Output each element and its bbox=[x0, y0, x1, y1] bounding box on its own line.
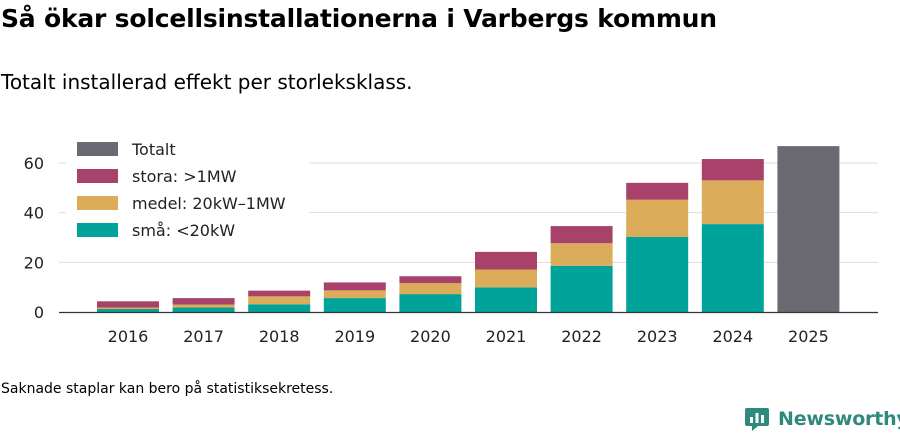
x-tick-2025: 2025 bbox=[788, 327, 829, 346]
bar-2018-små: <20kW bbox=[248, 304, 311, 312]
bar-2024-små: <20kW bbox=[701, 224, 764, 312]
bar-2019-stora: >1MW bbox=[323, 282, 386, 291]
legend: Totalt stora: >1MW medel: 20kW–1MW små: <20… bbox=[66, 136, 309, 248]
bar-2023-medel: 20kW–1MW bbox=[626, 199, 689, 238]
y-tick-60: 60 bbox=[24, 154, 44, 173]
y-axis-ticks: 0 20 40 60 bbox=[24, 154, 44, 322]
bar-2016-medel: 20kW–1MW bbox=[97, 307, 159, 310]
bars bbox=[97, 146, 840, 312]
bar-2021-stora: >1MW bbox=[475, 251, 537, 270]
x-tick-2023: 2023 bbox=[637, 327, 678, 346]
y-tick-0: 0 bbox=[34, 303, 44, 322]
legend-label-0: Totalt bbox=[131, 140, 176, 159]
x-tick-2021: 2021 bbox=[486, 327, 527, 346]
chart-subtitle: Totalt installerad effekt per storlekskl… bbox=[1, 70, 413, 94]
bar-2020-medel: 20kW–1MW bbox=[399, 283, 462, 295]
x-axis-ticks: 2016 2017 2018 2019 2020 2021 2022 2023 2024 2025 bbox=[108, 327, 829, 346]
x-tick-2016: 2016 bbox=[108, 327, 149, 346]
bar-2020-små: <20kW bbox=[399, 294, 462, 312]
brand-name: Newsworthy bbox=[778, 408, 900, 430]
legend-label-3: små: <20kW bbox=[132, 221, 235, 240]
bar-2025-Totalt bbox=[777, 146, 840, 312]
legend-label-1: stora: >1MW bbox=[132, 167, 237, 186]
footnote: Saknade staplar kan bero på statistiksek… bbox=[1, 381, 334, 397]
bar-2022-medel: 20kW–1MW bbox=[550, 243, 613, 266]
x-tick-2020: 2020 bbox=[410, 327, 451, 346]
bar-2016-stora: >1MW bbox=[97, 301, 159, 308]
bar-2024-stora: >1MW bbox=[701, 159, 764, 181]
bar-2018-stora: >1MW bbox=[248, 290, 311, 297]
bar-2022-stora: >1MW bbox=[550, 226, 613, 244]
chart-title: Så ökar solcellsinstallationerna i Varbe… bbox=[1, 4, 717, 33]
bar-2021-små: <20kW bbox=[475, 287, 537, 312]
bar-2023-stora: >1MW bbox=[626, 182, 689, 200]
bar-2019-medel: 20kW–1MW bbox=[323, 290, 386, 299]
y-tick-20: 20 bbox=[24, 253, 44, 272]
x-tick-2022: 2022 bbox=[561, 327, 602, 346]
bar-2016-små: <20kW bbox=[97, 309, 159, 312]
legend-swatch-2 bbox=[77, 196, 118, 210]
x-tick-2024: 2024 bbox=[712, 327, 753, 346]
bar-2018-medel: 20kW–1MW bbox=[248, 296, 311, 305]
newsworthy-logo-icon bbox=[745, 408, 769, 431]
bar-2017-små: <20kW bbox=[172, 307, 235, 312]
legend-swatch-3 bbox=[77, 223, 118, 237]
bar-2023-små: <20kW bbox=[626, 237, 689, 312]
x-tick-2018: 2018 bbox=[259, 327, 300, 346]
bar-2017-stora: >1MW bbox=[172, 298, 235, 305]
y-tick-40: 40 bbox=[24, 204, 44, 223]
legend-label-2: medel: 20kW–1MW bbox=[132, 194, 286, 213]
x-tick-2017: 2017 bbox=[183, 327, 224, 346]
bar-2024-medel: 20kW–1MW bbox=[701, 180, 764, 225]
bar-2020-stora: >1MW bbox=[399, 276, 462, 284]
bar-2017-medel: 20kW–1MW bbox=[172, 304, 235, 308]
x-tick-2019: 2019 bbox=[334, 327, 375, 346]
legend-swatch-1 bbox=[77, 169, 118, 183]
bar-2021-medel: 20kW–1MW bbox=[475, 269, 537, 288]
legend-swatch-0 bbox=[77, 142, 118, 156]
bar-2019-små: <20kW bbox=[323, 298, 386, 312]
brand-logo: Newsworthy bbox=[744, 406, 900, 432]
bar-2022-små: <20kW bbox=[550, 265, 613, 312]
